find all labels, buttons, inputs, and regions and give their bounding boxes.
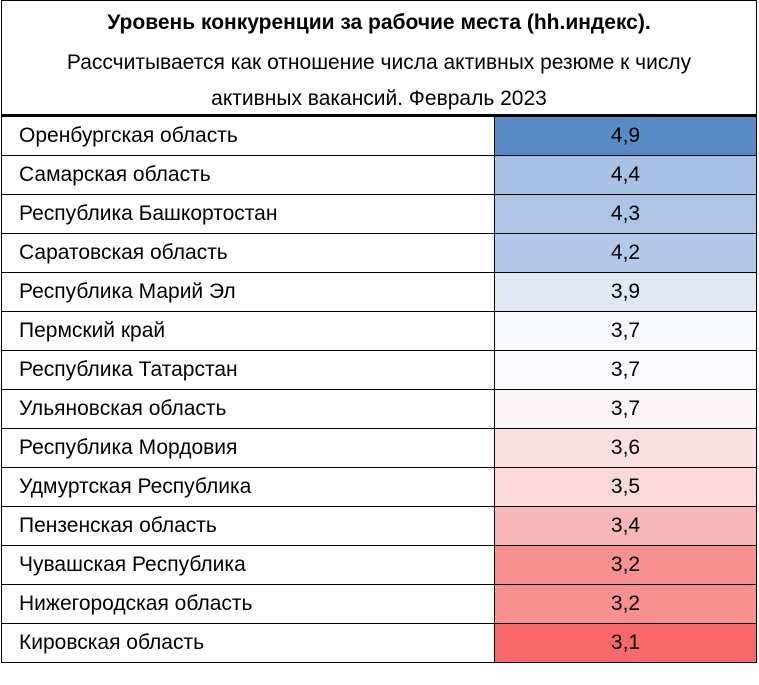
index-value-cell: 4,9 (494, 116, 757, 156)
region-name-cell: Чувашская Республика (1, 545, 495, 585)
table-row: Оренбургская область 4,9 (1, 116, 757, 156)
table-row: Пермский край 3,7 (1, 311, 757, 351)
table-body: Оренбургская область 4,9 Самарская область… (1, 116, 757, 663)
region-name-cell: Саратовская область (1, 233, 495, 273)
region-name-cell: Ульяновская область (1, 389, 495, 429)
table-row: Республика Башкортостан 4,3 (1, 194, 757, 234)
index-value-cell: 4,2 (494, 233, 757, 273)
index-value-cell: 3,4 (494, 506, 757, 546)
table-row: Нижегородская область 3,2 (1, 584, 757, 624)
index-value-cell: 3,5 (494, 467, 757, 507)
table-title: Уровень конкуренции за рабочие места (hh… (107, 11, 651, 34)
index-value-cell: 3,7 (494, 311, 757, 351)
region-name-cell: Самарская область (1, 155, 495, 195)
index-value-cell: 4,3 (494, 194, 757, 234)
region-name-cell: Республика Марий Эл (1, 272, 495, 312)
region-name-cell: Удмуртская Республика (1, 467, 495, 507)
table-row: Саратовская область 4,2 (1, 233, 757, 273)
region-name-cell: Нижегородская область (1, 584, 495, 624)
region-name-cell: Пензенская область (1, 506, 495, 546)
table-row: Самарская область 4,4 (1, 155, 757, 195)
table-row: Пензенская область 3,4 (1, 506, 757, 546)
index-value-cell: 4,4 (494, 155, 757, 195)
table-row: Кировская область 3,1 (1, 623, 757, 663)
index-value-cell: 3,9 (494, 272, 757, 312)
region-name-cell: Оренбургская область (1, 116, 495, 156)
table-header: Уровень конкуренции за рабочие места (hh… (1, 0, 757, 116)
index-value-cell: 3,2 (494, 545, 757, 585)
table-row: Республика Мордовия 3,6 (1, 428, 757, 468)
region-name-cell: Пермский край (1, 311, 495, 351)
table-row: Ульяновская область 3,7 (1, 389, 757, 429)
table-row: Удмуртская Республика 3,5 (1, 467, 757, 507)
table-subtitle: Рассчитывается как отношение числа актив… (66, 51, 692, 110)
table-row: Республика Татарстан 3,7 (1, 350, 757, 390)
index-value-cell: 3,1 (494, 623, 757, 663)
index-value-cell: 3,7 (494, 389, 757, 429)
index-value-cell: 3,7 (494, 350, 757, 390)
table-row: Чувашская Республика 3,2 (1, 545, 757, 585)
table-row: Республика Марий Эл 3,9 (1, 272, 757, 312)
region-name-cell: Республика Татарстан (1, 350, 495, 390)
index-value-cell: 3,2 (494, 584, 757, 624)
region-name-cell: Республика Башкортостан (1, 194, 495, 234)
region-name-cell: Кировская область (1, 623, 495, 663)
region-name-cell: Республика Мордовия (1, 428, 495, 468)
region-index-table: Оренбургская область 4,9 Самарская область… (1, 116, 757, 663)
index-value-cell: 3,6 (494, 428, 757, 468)
